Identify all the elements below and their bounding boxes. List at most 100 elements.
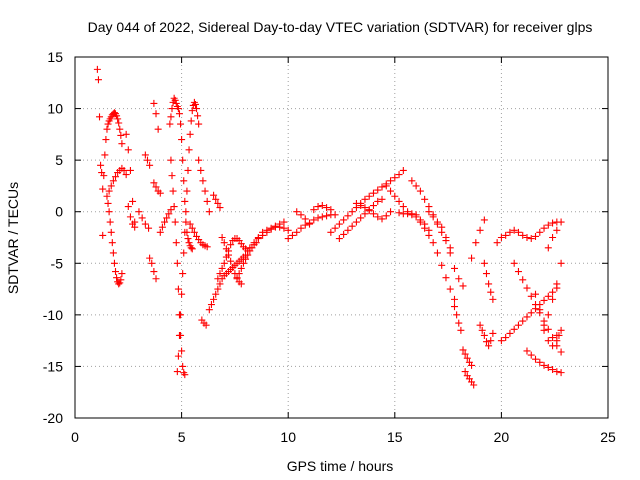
data-point — [532, 232, 540, 240]
data-point — [331, 224, 339, 232]
data-point — [340, 230, 348, 238]
data-point — [425, 208, 433, 216]
data-point — [421, 195, 429, 203]
data-point — [391, 174, 399, 182]
data-point — [254, 235, 262, 243]
data-point — [166, 120, 174, 128]
data-point — [205, 306, 213, 314]
data-point — [553, 337, 561, 345]
y-tick-label: -5 — [51, 255, 64, 271]
data-point — [399, 166, 407, 174]
data-point — [549, 295, 557, 303]
data-point — [156, 228, 164, 236]
data-point — [459, 346, 467, 354]
data-point — [207, 301, 215, 309]
data-point — [188, 224, 196, 232]
data-point — [382, 212, 390, 220]
data-point — [96, 113, 104, 121]
data-point — [178, 136, 186, 144]
data-point — [318, 213, 326, 221]
data-point — [532, 301, 540, 309]
data-point — [395, 209, 403, 217]
data-point — [544, 337, 552, 345]
data-point — [212, 195, 220, 203]
data-point — [170, 203, 178, 211]
data-point — [182, 218, 190, 226]
data-point — [222, 245, 230, 253]
data-point — [203, 243, 211, 251]
data-point — [514, 268, 522, 276]
data-point — [506, 329, 514, 337]
data-point — [101, 151, 109, 159]
y-tick-label: 15 — [47, 49, 63, 65]
data-point — [190, 228, 198, 236]
data-point — [421, 224, 429, 232]
data-point — [148, 259, 156, 267]
data-point — [487, 288, 495, 296]
data-point — [352, 199, 360, 207]
data-point — [150, 268, 158, 276]
data-point — [185, 146, 193, 154]
data-point — [489, 329, 497, 337]
data-point — [382, 182, 390, 190]
data-point — [557, 369, 565, 377]
data-point — [167, 206, 175, 214]
data-point — [171, 218, 179, 226]
data-point — [118, 270, 126, 278]
data-point — [227, 241, 235, 249]
data-point — [126, 166, 134, 174]
data-point — [106, 218, 114, 226]
data-point — [459, 282, 467, 290]
data-point — [523, 313, 531, 321]
data-point — [191, 100, 199, 108]
data-point — [97, 161, 105, 169]
data-point — [425, 231, 433, 239]
data-point — [105, 208, 113, 216]
data-point — [361, 210, 369, 218]
x-tick-labels: 0 5 10 15 20 25 — [71, 429, 616, 445]
data-point — [186, 130, 194, 138]
data-point — [177, 120, 185, 128]
data-point — [544, 363, 552, 371]
data-point — [549, 342, 557, 350]
data-point — [288, 231, 296, 239]
data-point — [506, 228, 514, 236]
y-tick-labels: -20 -15 -10 -5 0 5 10 15 — [43, 49, 63, 426]
data-point — [104, 199, 112, 207]
data-point — [193, 105, 201, 113]
data-point — [361, 195, 369, 203]
data-point — [122, 171, 130, 179]
data-point — [99, 231, 107, 239]
data-point — [470, 381, 478, 389]
data-point — [216, 280, 224, 288]
data-point — [301, 215, 309, 223]
data-point — [540, 296, 548, 304]
data-point — [399, 203, 407, 211]
data-point — [532, 355, 540, 363]
data-point — [284, 226, 292, 234]
data-point — [197, 166, 205, 174]
data-point — [113, 112, 121, 120]
data-point — [446, 285, 454, 293]
data-point — [544, 325, 552, 333]
data-point — [523, 234, 531, 241]
data-point — [314, 203, 322, 211]
y-tick-label: -15 — [43, 358, 63, 374]
data-point — [174, 105, 182, 113]
data-point — [103, 125, 111, 133]
data-point — [327, 228, 335, 236]
chart-title: Day 044 of 2022, Sidereal Day-to-day VTE… — [88, 19, 593, 35]
data-point — [103, 192, 111, 200]
data-point — [154, 125, 162, 133]
data-point — [408, 211, 416, 219]
data-point — [468, 361, 476, 369]
data-point — [178, 347, 186, 355]
data-point — [514, 228, 522, 236]
data-point — [318, 202, 326, 210]
data-point — [331, 211, 339, 219]
x-axis-label: GPS time / hours — [287, 458, 394, 474]
data-point — [502, 334, 510, 342]
data-point — [122, 130, 130, 138]
data-point — [429, 239, 437, 247]
data-point — [120, 166, 128, 174]
